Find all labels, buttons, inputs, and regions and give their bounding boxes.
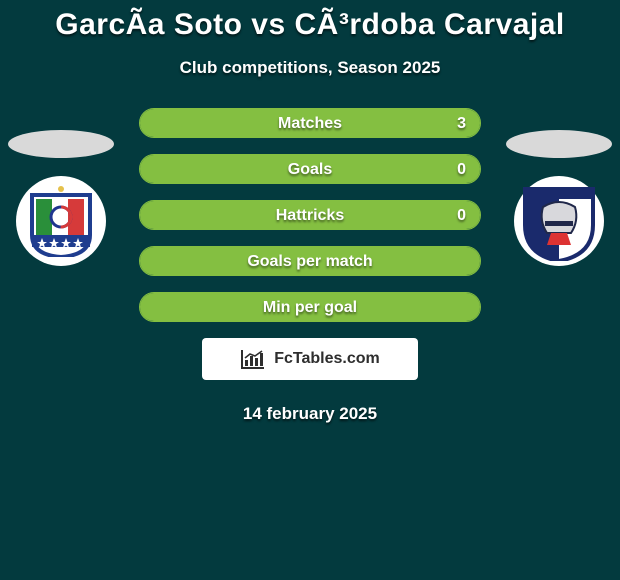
player-left	[6, 120, 116, 266]
stat-label: Matches	[140, 109, 480, 138]
page-title: GarcÃ­a Soto vs CÃ³rdoba Carvajal	[0, 0, 620, 42]
stat-value-right: 0	[457, 155, 466, 184]
player-right-shadow	[506, 130, 612, 158]
chart-icon	[240, 348, 266, 370]
stat-row-hattricks: Hattricks 0	[139, 200, 481, 230]
date: 14 february 2025	[0, 404, 620, 424]
subtitle: Club competitions, Season 2025	[0, 58, 620, 78]
stat-row-min-per-goal: Min per goal	[139, 292, 481, 322]
stat-row-matches: Matches 3	[139, 108, 481, 138]
attribution-box: FcTables.com	[202, 338, 418, 380]
stat-value-right: 3	[457, 109, 466, 138]
player-left-shadow	[8, 130, 114, 158]
crest-right-icon	[521, 181, 597, 261]
player-right	[504, 120, 614, 266]
stats-panel: Matches 3 Goals 0 Hattricks 0 Goals per …	[139, 108, 481, 322]
stat-label: Goals	[140, 155, 480, 184]
stat-value-right: 0	[457, 201, 466, 230]
player-left-badge	[16, 176, 106, 266]
crest-left-icon	[26, 185, 96, 257]
attribution-text: FcTables.com	[274, 350, 380, 368]
stat-label: Min per goal	[140, 293, 480, 322]
player-right-badge	[514, 176, 604, 266]
stat-label: Goals per match	[140, 247, 480, 276]
stat-label: Hattricks	[140, 201, 480, 230]
stat-row-goals: Goals 0	[139, 154, 481, 184]
stat-row-goals-per-match: Goals per match	[139, 246, 481, 276]
